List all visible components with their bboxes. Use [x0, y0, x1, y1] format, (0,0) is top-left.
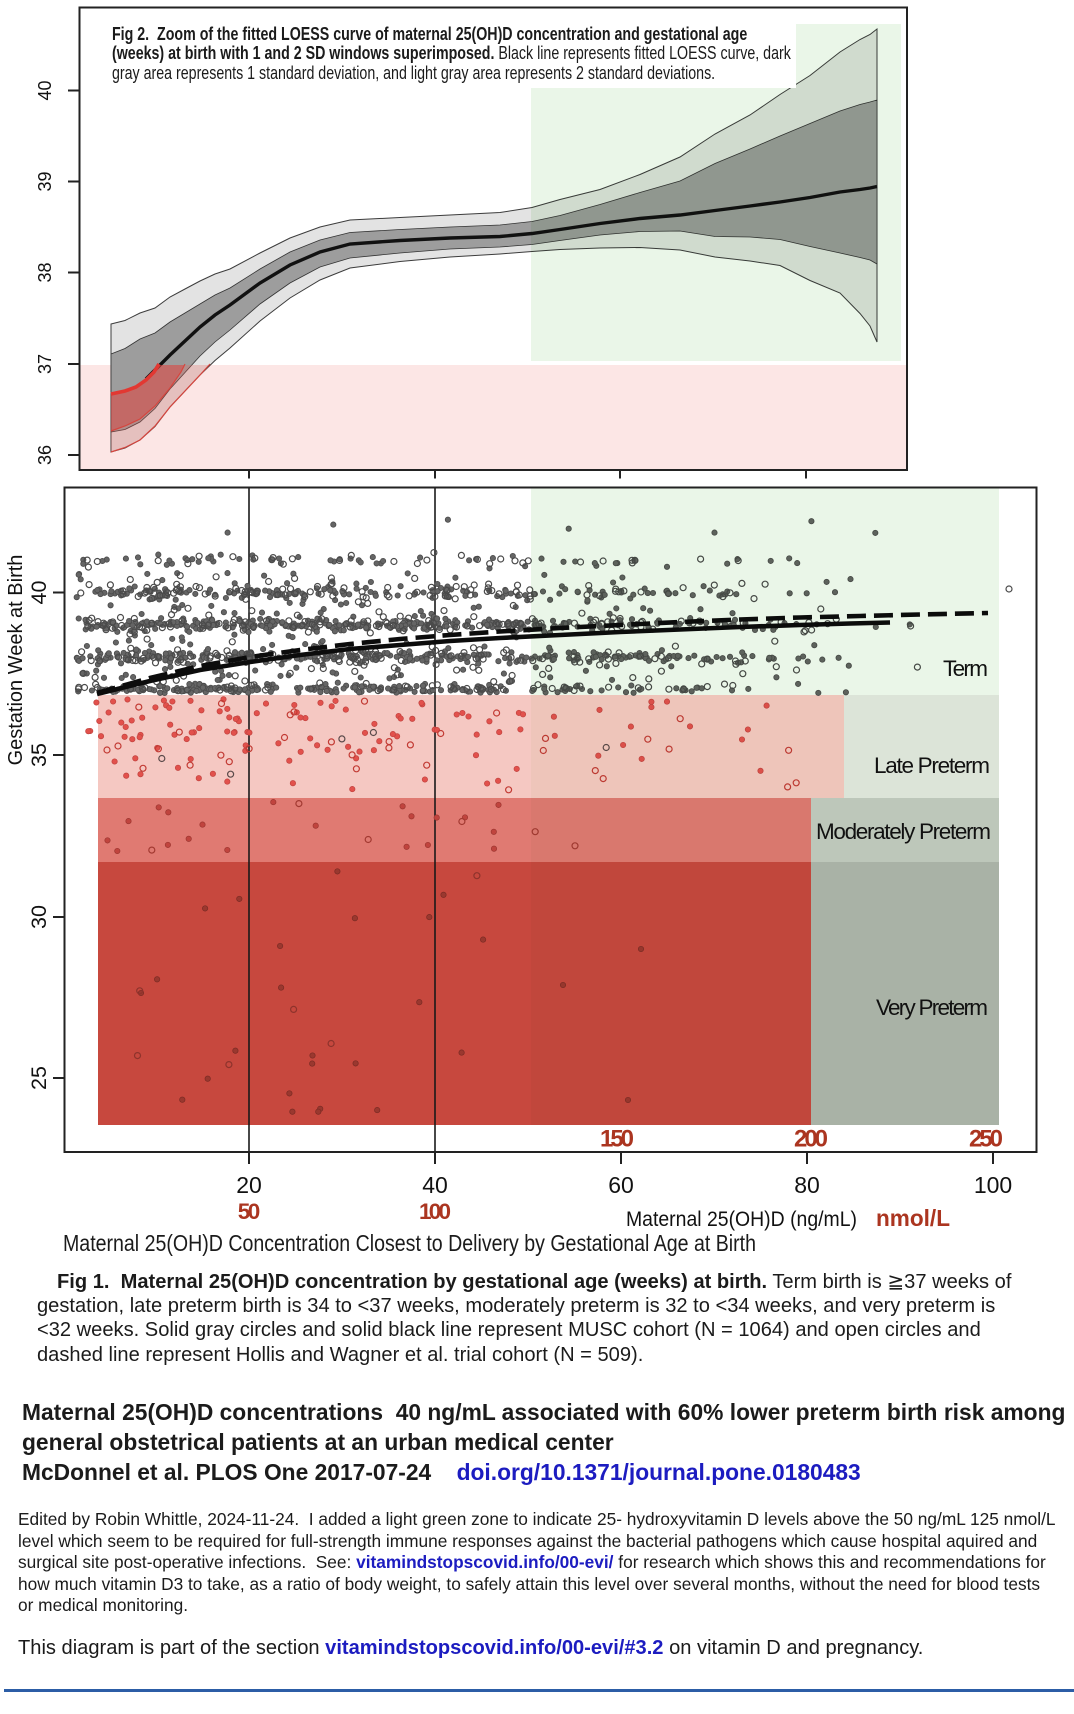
svg-text:30: 30 — [27, 905, 51, 929]
svg-text:Gestation Week at Birth: Gestation Week at Birth — [5, 555, 27, 766]
svg-text:39: 39 — [35, 171, 55, 191]
svg-text:Maternal 25(OH)D (ng/mL): Maternal 25(OH)D (ng/mL) — [626, 1207, 857, 1231]
svg-text:40: 40 — [422, 1172, 448, 1198]
svg-text:100: 100 — [974, 1172, 1012, 1198]
svg-text:nmol/L: nmol/L — [876, 1205, 950, 1231]
svg-text:37: 37 — [35, 354, 55, 374]
svg-text:40: 40 — [27, 581, 51, 605]
svg-text:25: 25 — [27, 1066, 51, 1090]
svg-text:150: 150 — [600, 1126, 634, 1153]
svg-text:80: 80 — [794, 1172, 820, 1198]
svg-text:35: 35 — [27, 743, 51, 767]
svg-text:50: 50 — [238, 1199, 261, 1224]
svg-text:250: 250 — [969, 1126, 1003, 1153]
svg-text:60: 60 — [608, 1172, 634, 1198]
svg-text:36: 36 — [35, 445, 55, 465]
svg-text:40: 40 — [35, 80, 55, 100]
svg-text:100: 100 — [419, 1199, 451, 1224]
svg-text:200: 200 — [794, 1126, 828, 1153]
svg-text:38: 38 — [35, 262, 55, 282]
svg-text:20: 20 — [236, 1172, 262, 1198]
